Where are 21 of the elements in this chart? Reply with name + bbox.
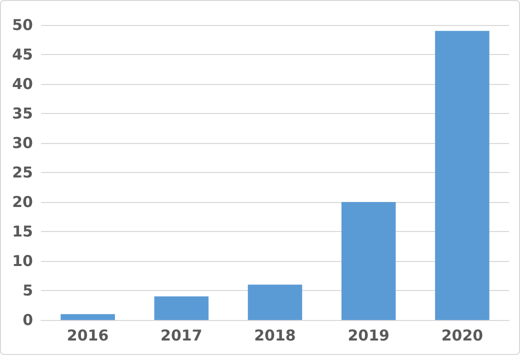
bar [154,296,209,320]
bar [248,284,302,320]
y-tick-label: 35 [12,104,33,122]
x-tick-label: 2019 [348,326,390,344]
y-tick-label: 0 [22,311,33,329]
x-tick-label: 2017 [160,326,202,344]
bar [341,202,396,320]
y-tick-label: 40 [12,75,33,93]
x-tick-label: 2020 [441,326,484,344]
x-tick-label: 2016 [66,326,109,344]
y-tick-label: 5 [22,282,33,300]
y-tick-label: 25 [12,164,33,182]
y-tick-label: 45 [12,46,33,64]
y-tick-label: 50 [12,16,33,34]
bar [60,314,115,320]
y-tick-label: 20 [12,193,33,211]
y-tick-label: 10 [12,252,33,270]
y-tick-label: 15 [12,222,33,240]
bar [435,30,490,320]
y-tick-label: 30 [12,134,33,152]
x-tick-label: 2018 [254,326,296,344]
